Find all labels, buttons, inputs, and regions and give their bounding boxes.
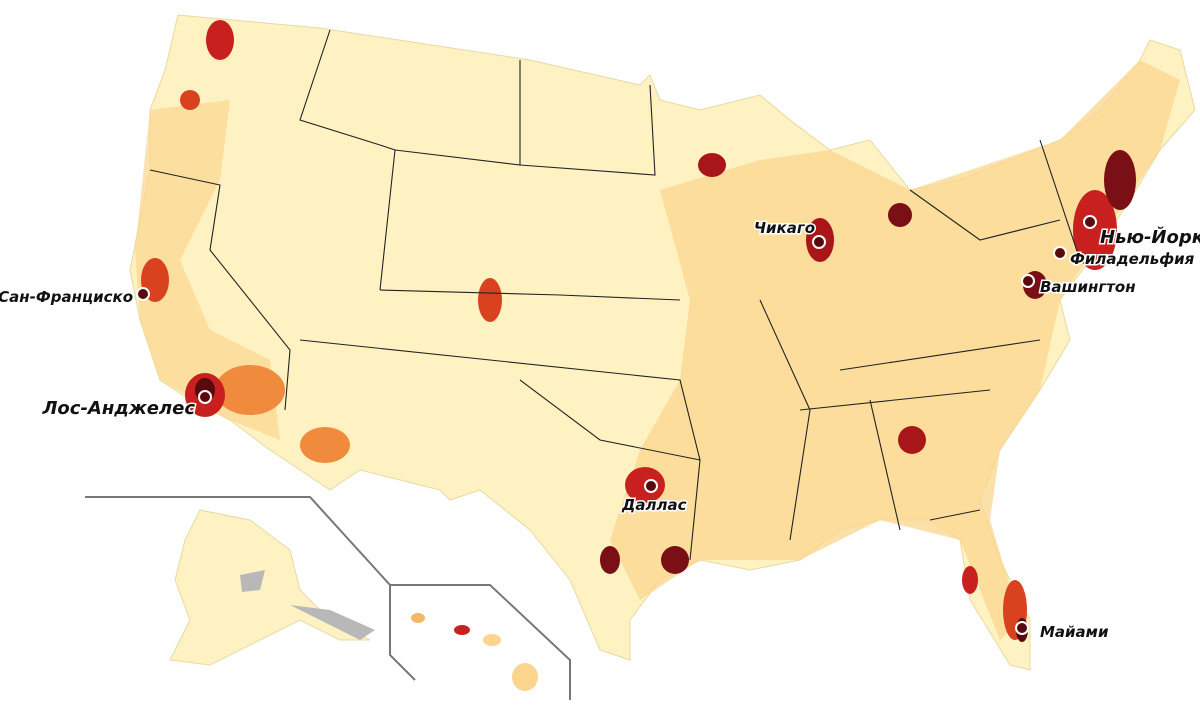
city-label: Нью-Йорк	[1100, 226, 1200, 248]
city-dot	[644, 479, 658, 493]
hotspot	[888, 203, 912, 227]
island	[512, 663, 538, 691]
hotspot	[661, 546, 689, 574]
hotspot	[478, 278, 502, 322]
city-label: Майами	[1040, 623, 1109, 641]
city-dot	[1021, 274, 1035, 288]
hotspot	[1073, 190, 1117, 270]
alaska	[169, 509, 371, 666]
city-dot	[136, 287, 150, 301]
state-borders	[149, 29, 1081, 561]
density-mid	[610, 60, 1180, 640]
island	[483, 634, 501, 646]
hawaii	[411, 613, 538, 691]
alaska-gray	[290, 605, 375, 640]
city-label: Сан-Франциско	[0, 288, 133, 306]
city-label: Филадельфия	[1070, 250, 1195, 268]
density-west	[135, 100, 280, 440]
hotspot	[300, 427, 350, 463]
hotspot	[898, 426, 926, 454]
city-dot	[1053, 246, 1067, 260]
hotspot	[600, 546, 620, 574]
city-label: Вашингтон	[1040, 278, 1136, 296]
city-dots	[136, 215, 1097, 635]
city-label: Лос-Анджелес	[41, 398, 195, 419]
hotspot	[698, 153, 726, 177]
city-label: Чикаго	[754, 219, 815, 237]
inset-line	[390, 584, 571, 700]
city-dot	[1083, 215, 1097, 229]
hotspot	[215, 365, 285, 415]
island	[411, 613, 425, 623]
hotspot	[180, 90, 200, 110]
alaska-gray	[240, 570, 265, 592]
city-dot	[812, 235, 826, 249]
hotspot	[1104, 150, 1136, 210]
island	[454, 625, 470, 635]
city-label: Даллас	[621, 496, 687, 514]
city-dot	[1015, 621, 1029, 635]
hotspot	[962, 566, 978, 594]
city-dot	[198, 390, 212, 404]
hotspot	[206, 20, 234, 60]
